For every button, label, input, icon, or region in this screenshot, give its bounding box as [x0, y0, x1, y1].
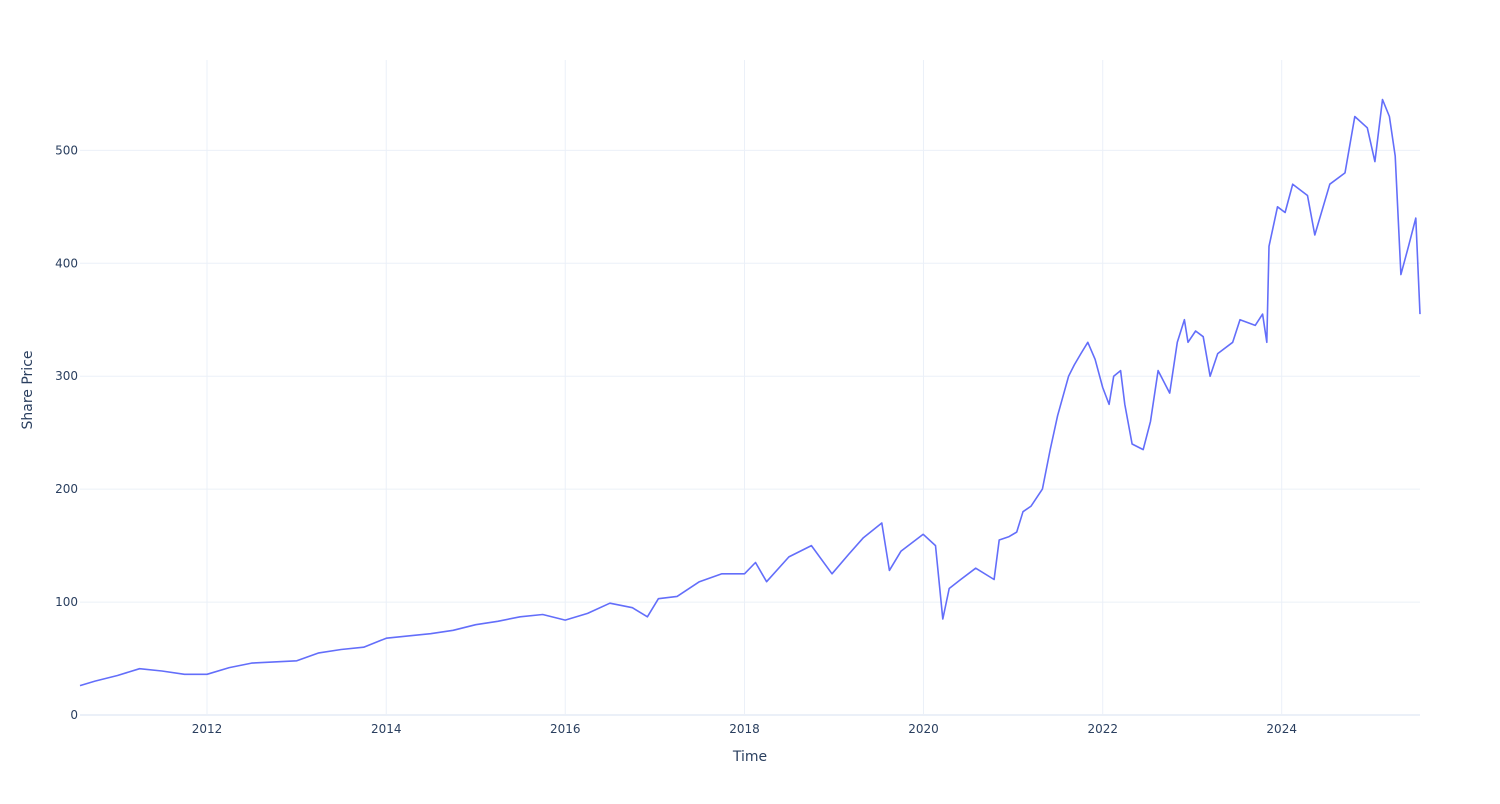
- y-tick-label: 200: [55, 482, 78, 496]
- x-tick-label: 2024: [1266, 722, 1297, 736]
- y-tick-label: 0: [70, 708, 78, 722]
- y-tick-label: 500: [55, 143, 78, 157]
- series-layer: [79, 98, 1421, 687]
- gridlines: [80, 60, 1420, 716]
- y-axis-title: Share Price: [20, 350, 36, 429]
- x-tick-label: 2016: [550, 722, 581, 736]
- series-line: [79, 98, 1421, 687]
- y-tick-label: 400: [55, 256, 78, 270]
- y-tick-label: 300: [55, 369, 78, 383]
- axes: 2012 2014 2016 2018 2020 2022 2024 0 100 200 300 40…: [55, 143, 1297, 736]
- x-tick-label: 2014: [371, 722, 402, 736]
- x-tick-label: 2018: [729, 722, 760, 736]
- x-tick-label: 2020: [908, 722, 939, 736]
- x-axis-title: Time: [732, 749, 767, 765]
- y-tick-label: 100: [55, 595, 78, 609]
- x-tick-label: 2012: [192, 722, 223, 736]
- x-tick-label: 2022: [1087, 722, 1118, 736]
